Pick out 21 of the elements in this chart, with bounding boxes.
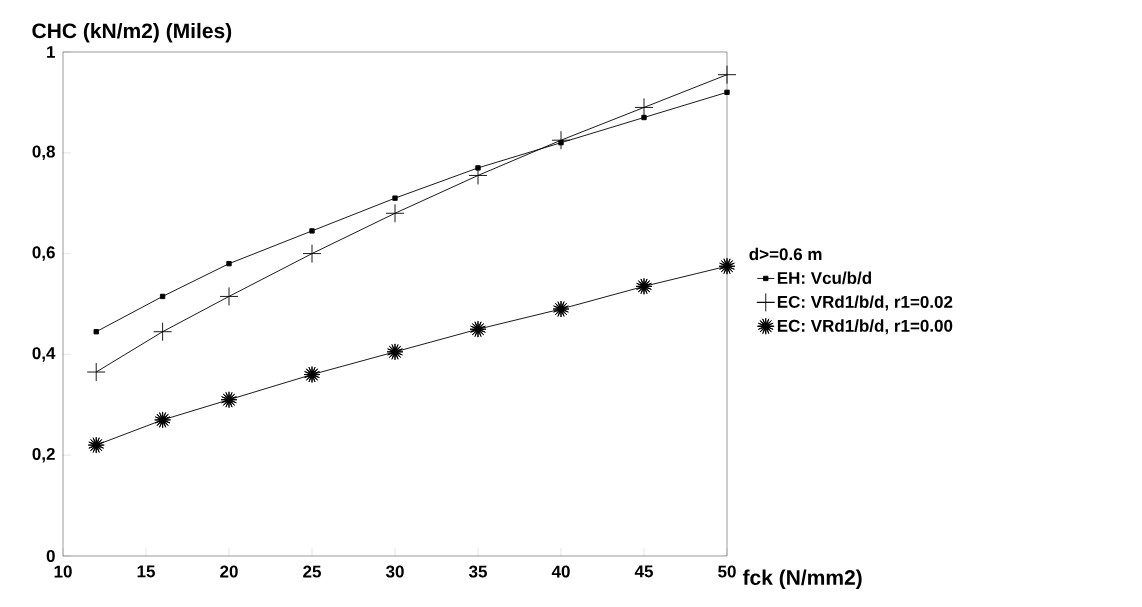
y-tick-label: 0,2 [32, 447, 55, 463]
x-tick-label: 15 [137, 565, 155, 578]
x-tick-label: 35 [468, 565, 487, 578]
legend-label: EC: VRd1/b/d, r1=0.02 [777, 295, 953, 311]
x-tick-label: 45 [634, 565, 653, 578]
x-tick-label: 10 [54, 565, 72, 578]
legend-title: d>=0.6 m [749, 247, 822, 261]
y-tick-label: 0,6 [32, 246, 55, 261]
x-axis-title: fck (N/mm2) [742, 569, 862, 590]
x-tick-label: 50 [718, 565, 736, 578]
y-tick-label: 1 [47, 46, 56, 58]
y-tick-label: 0,4 [32, 347, 56, 362]
y-tick-label: 0,8 [32, 145, 55, 161]
x-tick-label: 25 [303, 565, 321, 578]
x-tick-label: 20 [220, 565, 238, 578]
y-tick-label: 0 [46, 549, 55, 563]
x-tick-label: 40 [551, 565, 570, 578]
legend-label: EH: Vcu/b/d [777, 271, 872, 285]
x-tick-label: 30 [385, 565, 404, 578]
legend-label: EC: VRd1/b/d, r1=0.00 [777, 319, 953, 335]
y-axis-title: CHC (kN/m2) (Miles) [32, 22, 232, 43]
